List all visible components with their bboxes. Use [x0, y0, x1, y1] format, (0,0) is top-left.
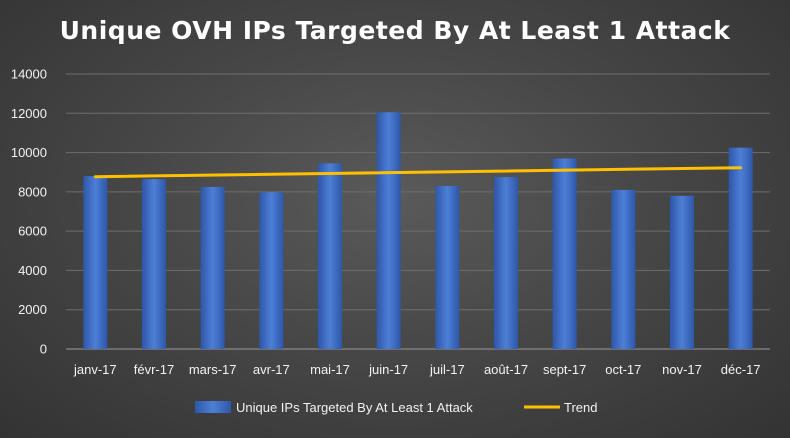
x-tick-label: oct-17	[605, 362, 641, 377]
bar[interactable]	[259, 192, 284, 349]
x-tick-label: mai-17	[310, 362, 350, 377]
bar[interactable]	[670, 195, 694, 349]
x-tick-label: juin-17	[368, 362, 408, 377]
bar[interactable]	[611, 189, 636, 349]
bar[interactable]	[376, 112, 401, 349]
y-tick-label: 0	[40, 342, 47, 357]
bar[interactable]	[83, 176, 108, 349]
x-tick-label: juil-17	[429, 362, 465, 377]
y-tick-label: 12000	[11, 106, 47, 121]
x-tick-label: avr-17	[253, 362, 290, 377]
y-tick-label: 8000	[18, 184, 47, 199]
y-tick-label: 14000	[11, 67, 47, 82]
x-tick-label: févr-17	[134, 362, 174, 377]
bar[interactable]	[435, 185, 460, 349]
x-tick-label: déc-17	[721, 362, 761, 377]
bar[interactable]	[142, 179, 166, 349]
bar[interactable]	[728, 147, 753, 349]
trend-line	[93, 166, 743, 179]
y-tick-label: 6000	[18, 224, 47, 239]
x-tick-label: janv-17	[73, 362, 117, 377]
legend-bar-label: Unique IPs Targeted By At Least 1 Attack	[236, 400, 473, 415]
bar[interactable]	[552, 158, 577, 349]
x-tick-label: nov-17	[662, 362, 702, 377]
bar[interactable]	[494, 177, 518, 349]
y-tick-label: 2000	[18, 302, 47, 317]
x-tick-label: août-17	[484, 362, 528, 377]
legend-bar-swatch	[195, 401, 231, 413]
y-tick-label: 10000	[11, 145, 47, 160]
x-tick-label: mars-17	[189, 362, 237, 377]
y-tick-label: 4000	[18, 263, 47, 278]
bar[interactable]	[200, 186, 225, 349]
bar[interactable]	[318, 163, 342, 349]
chart-title: Unique OVH IPs Targeted By At Least 1 At…	[59, 16, 731, 45]
x-tick-label: sept-17	[543, 362, 586, 377]
legend-trend-label: Trend	[564, 400, 597, 415]
